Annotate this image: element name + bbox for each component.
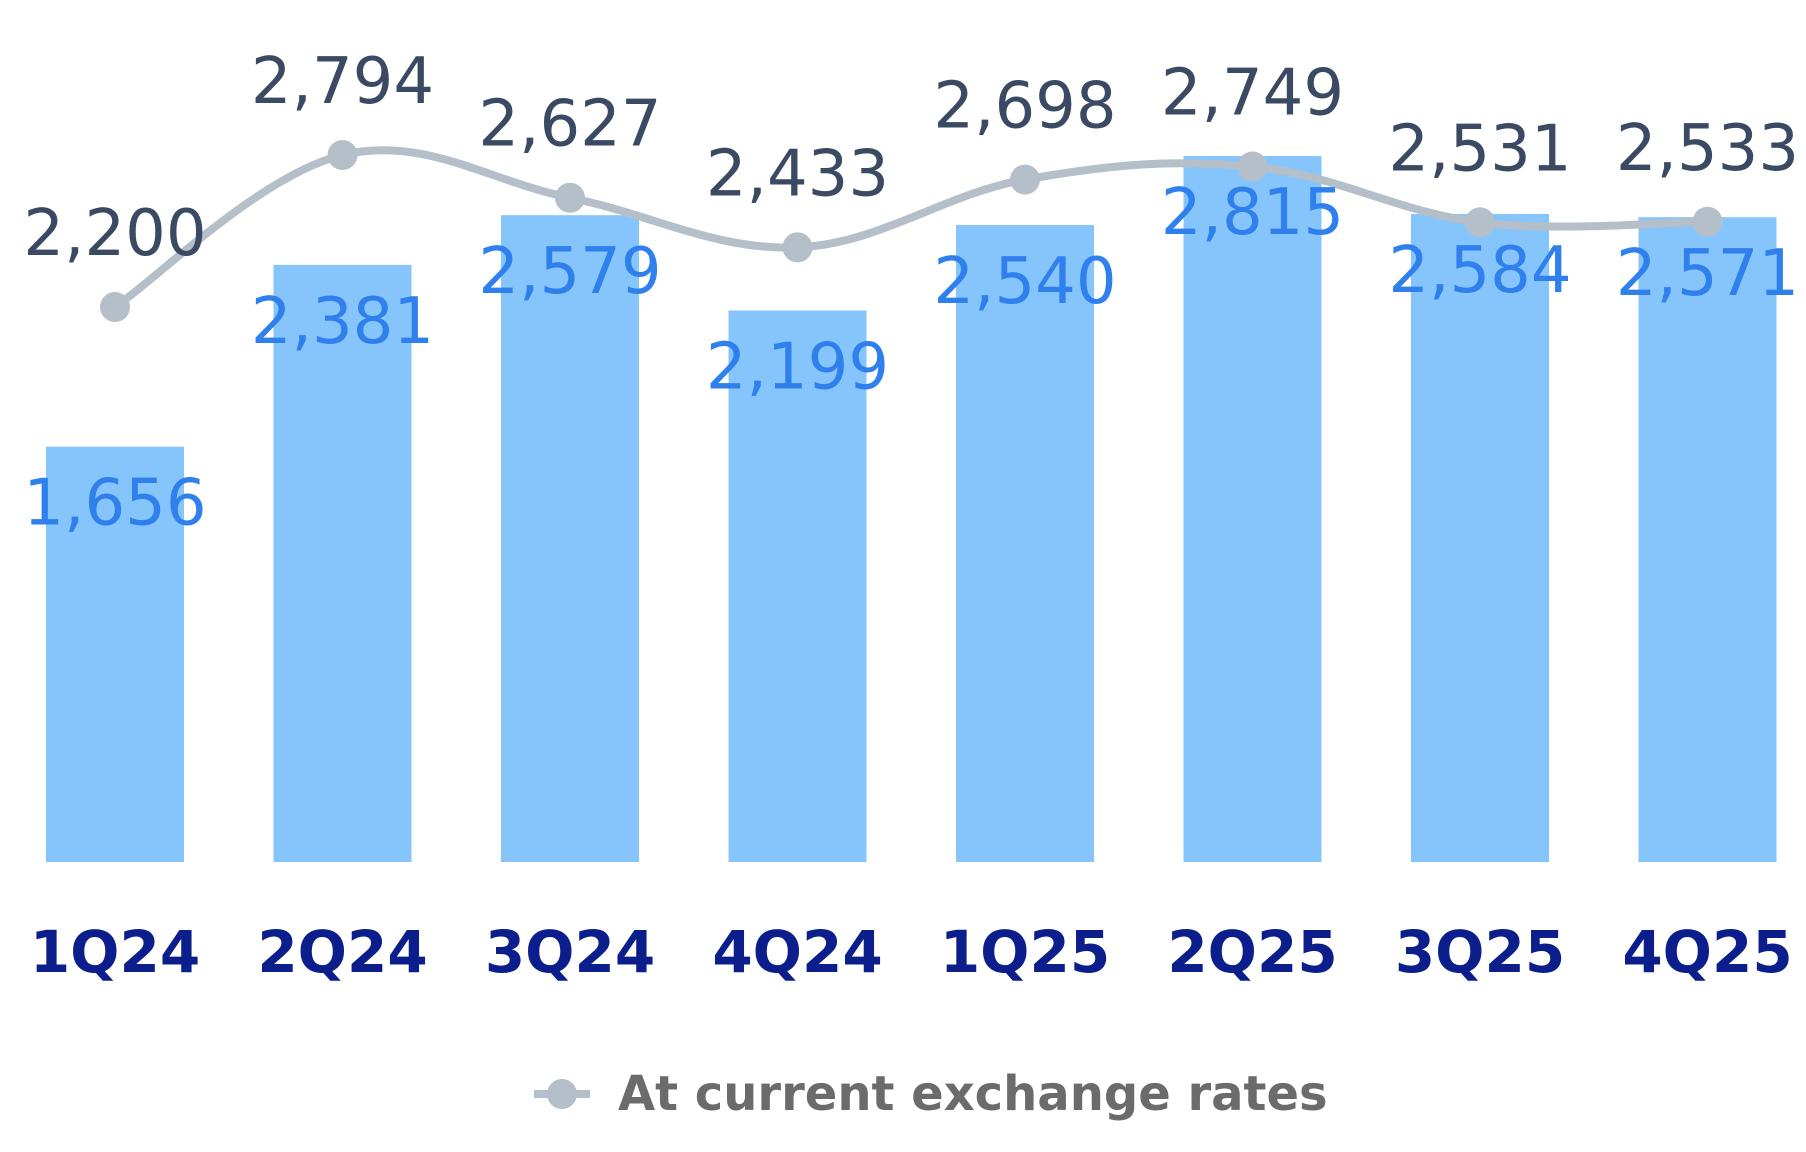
category-label-2Q25: 2Q25 <box>1167 918 1337 986</box>
bar-value-label-1Q24: 1,656 <box>23 467 206 541</box>
category-label-4Q25: 4Q25 <box>1622 918 1792 986</box>
category-label-4Q24: 4Q24 <box>712 918 882 986</box>
bar-value-label-4Q25: 2,571 <box>1616 237 1799 311</box>
bar-4Q25 <box>1638 217 1777 863</box>
bar-3Q24 <box>501 215 639 863</box>
line-point-2Q25 <box>1237 151 1268 182</box>
line-series <box>112 146 1708 311</box>
line-series-path <box>112 146 1708 311</box>
bar-value-label-3Q25: 2,584 <box>1388 234 1571 308</box>
line-series-points <box>100 140 1723 322</box>
category-label-3Q24: 3Q24 <box>485 918 655 986</box>
bar-3Q25 <box>1411 213 1549 862</box>
category-axis-labels: 1Q24 2Q24 3Q24 4Q24 1Q25 2Q25 3Q25 4Q25 <box>30 918 1793 986</box>
bar-4Q24 <box>728 310 867 862</box>
line-value-label-2Q24: 2,794 <box>251 45 434 119</box>
category-label-3Q25: 3Q25 <box>1395 918 1565 986</box>
line-value-labels: 2,200 2,794 2,627 2,433 2,698 2,749 2,531 2,533 <box>23 45 1799 271</box>
line-value-label-3Q24: 2,627 <box>478 88 661 162</box>
line-point-3Q24 <box>555 182 585 213</box>
legend-label: At current exchange rates <box>618 1066 1328 1122</box>
bar-value-label-3Q24: 2,579 <box>478 235 661 309</box>
line-value-label-1Q24: 2,200 <box>23 197 206 271</box>
line-point-2Q24 <box>327 140 358 170</box>
category-label-1Q25: 1Q25 <box>940 918 1110 986</box>
bar-2Q25 <box>1183 156 1322 862</box>
bar-value-labels: 1,656 2,381 2,579 2,199 2,540 2,815 2,584 2,571 <box>23 176 1799 541</box>
line-point-1Q25 <box>1010 164 1040 195</box>
bar-value-label-2Q25: 2,815 <box>1161 176 1344 250</box>
bar-1Q25 <box>956 224 1094 863</box>
legend-dot-marker <box>547 1079 577 1109</box>
category-label-1Q24: 1Q24 <box>30 918 200 986</box>
legend: At current exchange rates <box>534 1066 1328 1122</box>
category-label-2Q24: 2Q24 <box>257 918 427 986</box>
line-point-4Q24 <box>782 232 813 263</box>
bar-value-label-2Q24: 2,381 <box>251 285 434 359</box>
line-value-label-1Q25: 2,698 <box>933 70 1116 144</box>
bar-value-label-4Q24: 2,199 <box>706 330 889 404</box>
line-value-label-2Q25: 2,749 <box>1161 57 1344 131</box>
line-value-label-3Q25: 2,531 <box>1388 112 1571 186</box>
line-point-3Q25 <box>1465 207 1495 238</box>
bar-value-label-1Q25: 2,540 <box>933 245 1116 319</box>
line-value-label-4Q25: 2,533 <box>1616 112 1799 186</box>
line-point-1Q24 <box>100 292 130 322</box>
line-point-4Q25 <box>1692 206 1723 237</box>
bar-series <box>46 156 1777 863</box>
bar-2Q24 <box>273 264 412 862</box>
bar-1Q24 <box>46 446 184 862</box>
line-value-label-4Q24: 2,433 <box>706 137 889 211</box>
